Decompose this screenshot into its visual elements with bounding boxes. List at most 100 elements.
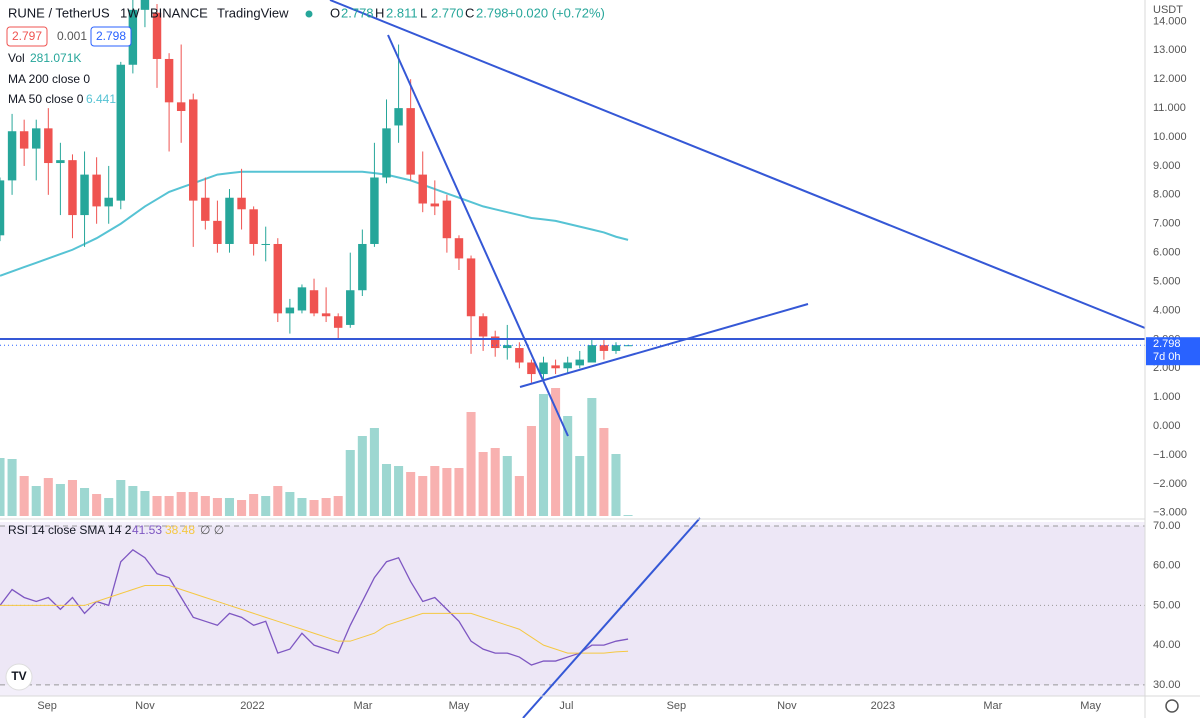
candle-body (490, 336, 500, 349)
candle-body (116, 64, 126, 201)
volume-bar (514, 476, 524, 516)
candle-body (249, 209, 258, 244)
ohlc-key: C (465, 5, 474, 20)
ohlc-key: H (375, 5, 384, 20)
volume-bar (406, 472, 416, 516)
x-tick-label: Nov (135, 700, 155, 712)
volume-label: Vol (8, 51, 25, 65)
volume-bar (357, 436, 367, 516)
y-tick-label: 11.000 (1153, 102, 1186, 114)
candle-body (587, 345, 597, 363)
ohlc-value: 2.778 (341, 5, 374, 20)
ohlc-value: 2.811 (386, 5, 418, 20)
volume-bar (67, 480, 77, 516)
y-tick-label: 0.000 (1153, 420, 1181, 432)
volume-bar (321, 498, 331, 516)
candle-body (7, 131, 17, 181)
y-tick-label: −2.000 (1153, 478, 1187, 490)
candle-body (406, 108, 415, 175)
volume-bar (454, 468, 464, 516)
candle-body (225, 197, 234, 244)
candle-body (176, 102, 186, 112)
exchange: BINANCE (150, 5, 208, 20)
volume-bar (297, 498, 307, 516)
settings-icon[interactable] (1165, 699, 1179, 713)
candle-body (309, 290, 319, 314)
ask-box[interactable] (90, 26, 132, 47)
volume-bar (587, 398, 597, 516)
volume-bar (0, 458, 5, 516)
volume-bar (623, 515, 633, 516)
volume-bar (92, 494, 102, 516)
volume-bar (478, 452, 488, 516)
volume-bar (152, 496, 162, 516)
y-tick-label: 1.000 (1153, 391, 1181, 403)
y-tick-label: 5.000 (1153, 275, 1181, 287)
y-tick-label: −3.000 (1153, 507, 1187, 519)
volume-bar (31, 486, 41, 516)
volume-bar (575, 456, 585, 516)
volume-bar (261, 496, 271, 516)
logo[interactable] (5, 663, 33, 691)
ohlc-key: L (420, 5, 427, 20)
bid-box[interactable] (6, 26, 48, 47)
x-tick-label: 2023 (871, 700, 895, 712)
candle-body (92, 174, 101, 207)
currency[interactable]: USDT (1153, 4, 1183, 16)
rsi-extra: ∅ ∅ (200, 523, 224, 537)
volume-bar (7, 459, 17, 516)
candle-body (599, 345, 609, 351)
ohlc-legend: O 2.778 H 2.811 L 2.770 C 2.798 (330, 5, 509, 20)
candle-body (189, 99, 198, 201)
candle-body (152, 12, 162, 59)
ohlc-value: 2.770 (431, 5, 464, 20)
volume-bar (309, 500, 319, 516)
volume-bar (188, 492, 198, 516)
bid[interactable]: 2.797 (12, 29, 42, 43)
candle-body (201, 197, 210, 221)
candle-body (394, 108, 403, 126)
rsi-sma-value: 38.48 (165, 523, 195, 537)
candle-body (466, 258, 476, 317)
volume-bar (224, 498, 235, 516)
volume-bar (611, 454, 621, 516)
last-price-box (1146, 337, 1200, 366)
y-tick-label: 60.00 (1153, 560, 1181, 572)
trend-line (519, 303, 809, 388)
volume-bar (176, 492, 186, 516)
volume-bar (19, 476, 29, 516)
volume-bar (285, 492, 295, 516)
ask[interactable]: 2.798 (96, 29, 126, 43)
trend-line (329, 0, 1146, 329)
volume-bar (164, 496, 174, 516)
x-tick-label: 2022 (240, 700, 264, 712)
volume-bar (466, 412, 476, 516)
candle-body (19, 131, 29, 149)
candle-body (68, 160, 77, 216)
candle-body (346, 290, 355, 325)
trend-line (522, 517, 701, 718)
candle-body (321, 313, 331, 317)
y-tick-label: 30.00 (1153, 679, 1181, 691)
candle-body (454, 238, 464, 259)
candle-body (285, 307, 295, 314)
volume-bar (212, 498, 222, 516)
logo-glyph[interactable]: TV (11, 669, 26, 683)
candle-body (563, 362, 572, 369)
spread: 0.001 (57, 29, 87, 43)
candle-body (539, 362, 548, 375)
candle-body (44, 128, 53, 164)
x-tick-label: Mar (983, 700, 1002, 712)
x-tick-label: May (1080, 700, 1101, 712)
candle-body (503, 345, 512, 349)
source: TradingView (217, 5, 289, 20)
volume-bar (55, 484, 65, 516)
candle-body (527, 362, 536, 375)
volume-bar (526, 426, 536, 516)
candle-body (418, 174, 427, 204)
candle-body (0, 180, 5, 236)
volume-bar (563, 416, 573, 516)
candle-body (140, 0, 150, 10)
